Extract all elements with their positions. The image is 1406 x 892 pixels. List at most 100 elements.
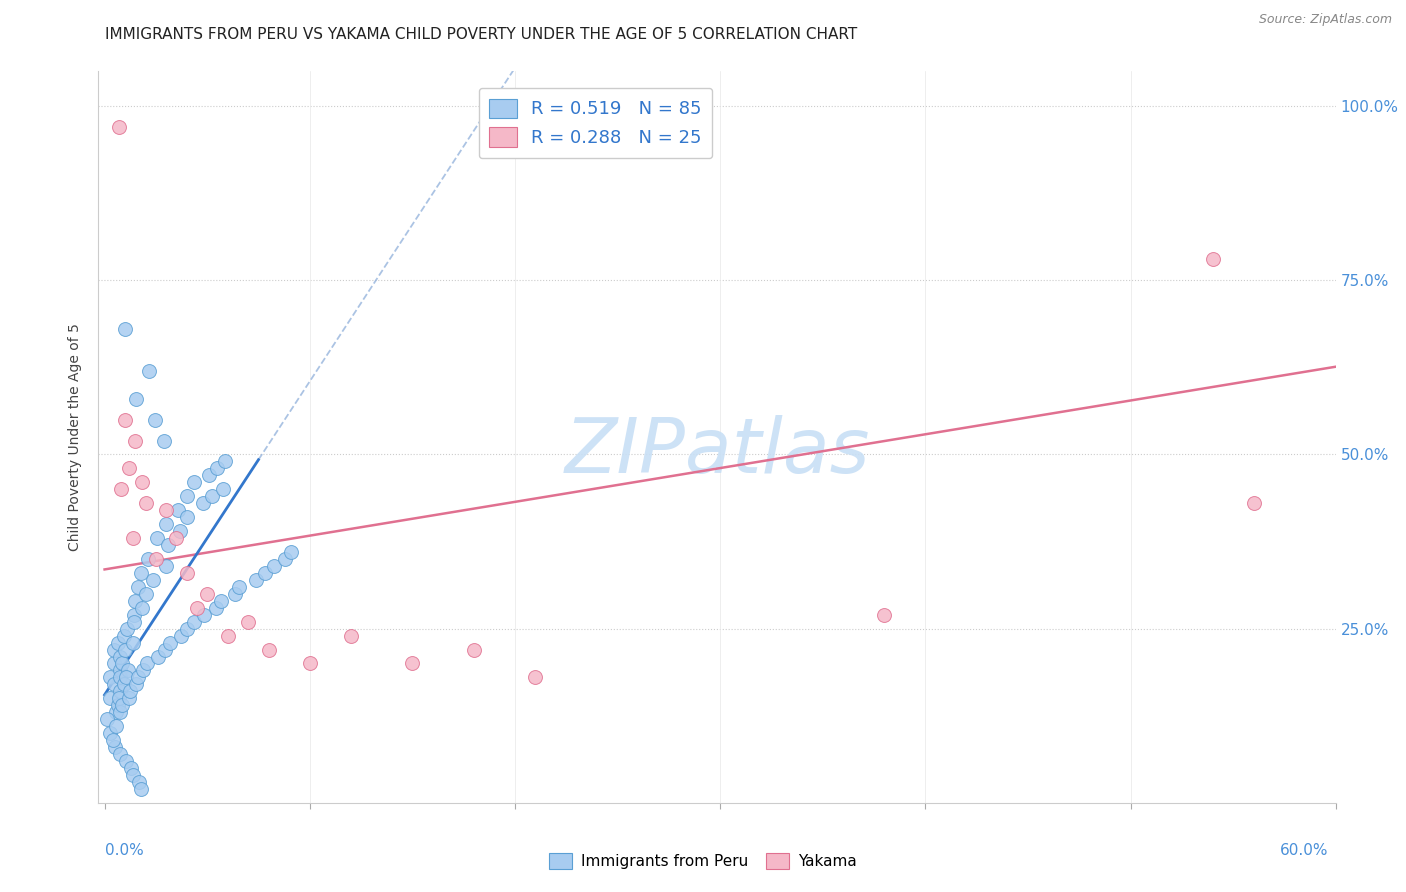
Point [524, 670, 547, 684]
Point [873, 607, 896, 622]
Point [121, 768, 143, 782]
Point [193, 607, 215, 622]
Point [159, 635, 181, 649]
Point [142, 573, 165, 587]
Point [129, 781, 152, 796]
Point [298, 657, 321, 671]
Point [108, 670, 131, 684]
Point [118, 461, 141, 475]
Point [176, 489, 198, 503]
Point [125, 392, 148, 406]
Point [212, 483, 235, 497]
Point [100, 691, 122, 706]
Point [135, 587, 157, 601]
Point [197, 468, 219, 483]
Point [153, 434, 176, 448]
Point [108, 747, 131, 761]
Point [124, 594, 146, 608]
Point [169, 524, 191, 538]
Point [103, 642, 125, 657]
Point [108, 120, 131, 134]
Point [155, 517, 177, 532]
Point [183, 615, 205, 629]
Point [110, 483, 132, 497]
Point [1243, 496, 1265, 510]
Point [128, 775, 150, 789]
Point [143, 412, 166, 426]
Point [125, 677, 148, 691]
Point [127, 580, 149, 594]
Point [112, 629, 135, 643]
Point [96, 712, 118, 726]
Point [135, 496, 157, 510]
Point [165, 531, 187, 545]
Point [104, 705, 127, 719]
Point [114, 412, 136, 426]
Point [107, 635, 129, 649]
Point [112, 677, 135, 691]
Point [280, 545, 302, 559]
Point [120, 761, 142, 775]
Point [153, 642, 176, 657]
Point [115, 670, 138, 684]
Point [145, 552, 167, 566]
Text: IMMIGRANTS FROM PERU VS YAKAMA CHILD POVERTY UNDER THE AGE OF 5 CORRELATION CHAR: IMMIGRANTS FROM PERU VS YAKAMA CHILD POV… [105, 27, 858, 42]
Point [274, 552, 297, 566]
Point [138, 364, 160, 378]
Point [122, 607, 145, 622]
Point [155, 558, 177, 573]
Point [110, 657, 132, 671]
Point [193, 496, 215, 510]
Point [98, 670, 121, 684]
Point [114, 322, 136, 336]
Point [103, 677, 125, 691]
Point [108, 684, 131, 698]
Point [118, 691, 141, 706]
Point [186, 600, 208, 615]
Point [183, 475, 205, 490]
Point [127, 670, 149, 684]
Point [121, 635, 143, 649]
Point [217, 629, 239, 643]
Point [145, 531, 167, 545]
Point [146, 649, 169, 664]
Point [228, 580, 250, 594]
Point [131, 600, 153, 615]
Point [117, 622, 139, 636]
Point [257, 642, 280, 657]
Text: 0.0%: 0.0% [105, 843, 145, 858]
Point [176, 510, 198, 524]
Point [169, 629, 191, 643]
Point [138, 552, 160, 566]
Point [108, 705, 131, 719]
Point [157, 538, 180, 552]
Point [1201, 252, 1223, 267]
Point [124, 615, 146, 629]
Point [245, 573, 267, 587]
Point [263, 558, 285, 573]
Point [115, 754, 138, 768]
Point [122, 531, 145, 545]
Point [214, 454, 236, 468]
Text: Source: ZipAtlas.com: Source: ZipAtlas.com [1258, 13, 1392, 27]
Legend: Immigrants from Peru, Yakama: Immigrants from Peru, Yakama [543, 847, 863, 875]
Point [463, 642, 485, 657]
Point [131, 475, 153, 490]
Point [167, 503, 190, 517]
Point [124, 434, 146, 448]
Point [103, 733, 125, 747]
Point [108, 664, 131, 678]
Point [176, 566, 198, 580]
Point [155, 503, 177, 517]
Point [111, 698, 134, 713]
Point [117, 664, 139, 678]
Point [176, 622, 198, 636]
Point [205, 600, 228, 615]
Point [132, 664, 155, 678]
Point [129, 566, 152, 580]
Point [340, 629, 363, 643]
Y-axis label: Child Poverty Under the Age of 5: Child Poverty Under the Age of 5 [67, 323, 82, 551]
Point [108, 691, 131, 706]
Point [195, 587, 218, 601]
Point [114, 642, 136, 657]
